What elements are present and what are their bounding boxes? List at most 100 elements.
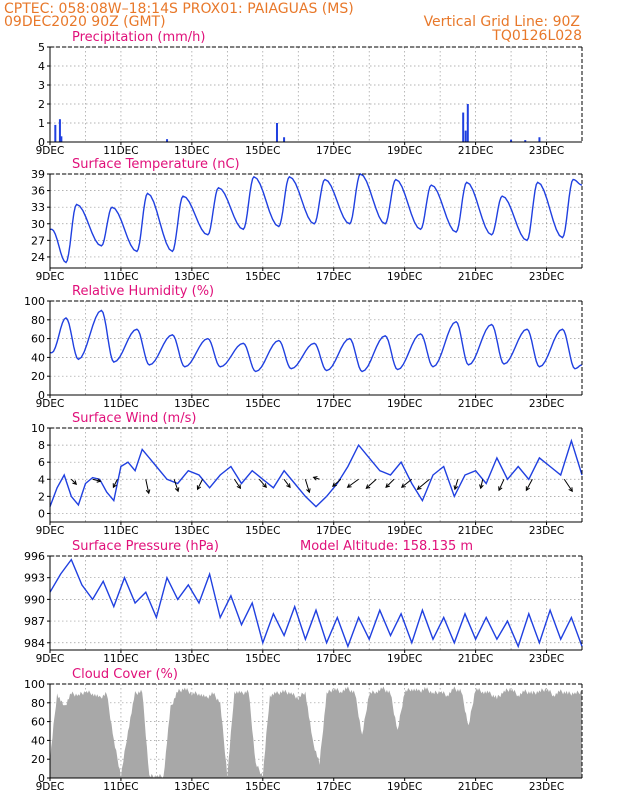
cloud-ytick-label: 20 (31, 753, 45, 766)
pres-xtick-label: 19DEC (387, 653, 422, 665)
precip-ytick-label: 1 (38, 117, 45, 130)
humidity-panel: Relative Humidity (%) 0 20 40 60 80 100 9DEC 11… (24, 284, 583, 410)
header-run-time: 09DEC2020 90Z (GMT) (4, 14, 166, 30)
pres-xtick-label: 23DEC (529, 653, 564, 665)
temp-xtick-label: 15DEC (245, 271, 280, 283)
wind-arrow (385, 478, 395, 488)
rh-ytick-label: 20 (31, 370, 45, 383)
rh-xtick-label: 19DEC (387, 398, 422, 410)
wind-arrow (313, 476, 320, 480)
pressure-title: Surface Pressure (hPa) (72, 539, 219, 554)
temperature-title: Surface Temperature (nC) (72, 157, 240, 172)
wind-ytick-label: 8 (38, 439, 45, 452)
wind-ytick-label: 4 (38, 473, 45, 486)
cloud-xtick-label: 9DEC (36, 781, 65, 793)
pres-ytick-label: 990 (24, 593, 45, 606)
pres-ytick-label: 993 (24, 572, 45, 585)
wind-arrow-head (332, 482, 337, 487)
wind-xtick-label: 23DEC (529, 525, 564, 537)
precip-xtick-label: 11DEC (103, 145, 138, 157)
precip-xtick-label: 17DEC (316, 145, 351, 157)
precip-ytick-label: 3 (38, 79, 45, 92)
temp-xtick-label: 21DEC (458, 271, 493, 283)
header-model: TQ0126L028 (491, 28, 582, 44)
pressure-panel: Surface Pressure (hPa) Model Altitude: 1… (24, 539, 583, 665)
wind-arrow-head (400, 483, 406, 488)
cloud-ytick-label: 0 (38, 772, 45, 785)
wind-arrow-head (346, 483, 352, 488)
wind-arrow (234, 478, 241, 489)
wind-arrow-head (72, 480, 78, 486)
temp-xtick-label: 23DEC (529, 271, 564, 283)
wind-arrow (480, 479, 484, 489)
wind-arrow (401, 478, 413, 488)
wind-arrow-head (416, 485, 422, 490)
wind-arrow-head (498, 486, 503, 492)
pres-series-line (49, 558, 583, 649)
humidity-title: Relative Humidity (%) (72, 284, 214, 299)
wind-arrow (92, 478, 101, 482)
precip-xtick-label: 19DEC (387, 145, 422, 157)
temp-ytick-label: 33 (31, 201, 45, 214)
precip-ytick-label: 0 (38, 136, 45, 149)
precip-bar (166, 139, 169, 142)
pres-xtick-label: 9DEC (36, 653, 65, 665)
rh-ytick-label: 80 (31, 314, 45, 327)
wind-arrow-head (479, 484, 484, 490)
rh-ytick-label: 40 (31, 351, 45, 364)
temp-series-line (50, 173, 583, 264)
precipitation-panel: Precipitation (mm/h) 0 1 2 3 4 5 9DEC 11DEC 13DE… (36, 30, 583, 157)
wind-arrow-head (236, 484, 242, 490)
wind-arrow (454, 479, 459, 490)
wind-arrow (525, 479, 533, 491)
temperature-panel: Surface Temperature (nC) 24 27 30 33 36 39 9DE… (31, 157, 583, 283)
wind-arrow (283, 478, 291, 488)
precip-bar (538, 137, 541, 142)
cloud-cover-panel: Cloud Cover (%) 0 20 40 60 80 100 9DEC 11DEC 13D… (24, 667, 583, 793)
wind-arrow (173, 479, 179, 492)
wind-xtick-label: 17DEC (316, 525, 351, 537)
wind-arrow (112, 479, 118, 488)
wind-arrow (347, 478, 359, 488)
precipitation-title: Precipitation (mm/h) (72, 30, 205, 45)
temp-ytick-label: 36 (31, 185, 45, 198)
precip-bar (283, 137, 286, 142)
wind-arrow (197, 479, 203, 490)
cloud-xtick-label: 15DEC (245, 781, 280, 793)
precip-bar (275, 123, 278, 142)
cloud-ytick-label: 100 (24, 678, 45, 691)
wind-xtick-label: 19DEC (387, 525, 422, 537)
precip-bar (524, 140, 527, 142)
model-altitude: Model Altitude: 158.135 m (300, 539, 473, 554)
rh-xtick-label: 9DEC (36, 398, 65, 410)
pres-xtick-label: 17DEC (316, 653, 351, 665)
precip-bar (510, 139, 513, 142)
wind-arrow (498, 479, 505, 491)
rh-ytick-label: 0 (38, 389, 45, 402)
rh-xtick-label: 15DEC (245, 398, 280, 410)
wind-arrow (332, 478, 342, 487)
rh-ytick-label: 100 (24, 295, 45, 308)
wind-arrow (258, 478, 267, 488)
rh-ytick-label: 60 (31, 333, 45, 346)
wind-arrow-head (525, 486, 530, 492)
wind-xtick-label: 21DEC (458, 525, 493, 537)
temp-ytick-label: 27 (31, 234, 45, 247)
wind-xtick-label: 15DEC (245, 525, 280, 537)
pres-ytick-label: 984 (24, 637, 45, 650)
cloud-cover-title: Cloud Cover (%) (72, 667, 178, 682)
wind-arrow (145, 479, 150, 494)
wind-arrow-head (453, 485, 459, 491)
precip-xtick-label: 15DEC (245, 145, 280, 157)
precip-xtick-label: 23DEC (529, 145, 564, 157)
wind-arrow (365, 478, 377, 489)
wind-arrow-head (286, 483, 291, 489)
precip-bar (54, 124, 57, 142)
rh-xtick-label: 23DEC (529, 398, 564, 410)
precip-ytick-label: 5 (38, 41, 45, 54)
wind-arrow-head (568, 487, 573, 493)
precip-xtick-label: 21DEC (458, 145, 493, 157)
wind-arrow (563, 478, 573, 492)
temp-ytick-label: 30 (31, 218, 45, 231)
